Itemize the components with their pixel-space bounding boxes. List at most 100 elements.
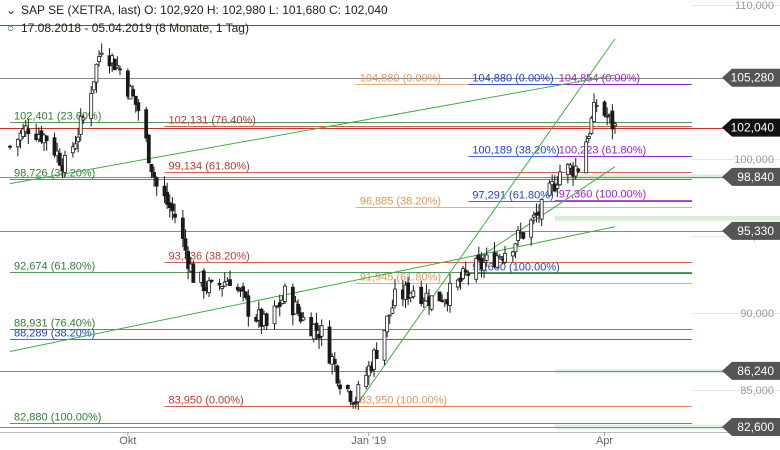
fib-level-label: 102,401 (23.60%): [14, 111, 101, 123]
candle-body: [466, 273, 471, 276]
candle-body: [406, 282, 410, 299]
price-tick-label: 85,000: [740, 385, 774, 397]
fib-level-label: 104,880 (0.00%): [360, 73, 441, 85]
candle-body: [144, 109, 149, 139]
candle-body: [437, 291, 442, 302]
price-tag-label: 102,040: [731, 121, 775, 135]
candle-body: [136, 102, 141, 112]
candle-body: [338, 384, 342, 390]
candle-body: [115, 64, 120, 68]
time-axis: Okt Jan '19 Apr: [0, 432, 780, 447]
price-tag: [722, 167, 780, 186]
price-tag: [722, 417, 780, 436]
price-tag: [722, 118, 780, 137]
expand-chevron-icon[interactable]: ⌄: [6, 3, 17, 17]
price-tag-label: 95,330: [737, 224, 774, 238]
candle-body: [170, 203, 175, 212]
fib-level-label: 97,360 (100.00%): [559, 189, 646, 201]
trendlines: [9, 38, 616, 407]
price-tag: [722, 221, 780, 240]
candle-body: [482, 261, 486, 271]
candle-body: [348, 390, 353, 402]
candle-body: [387, 314, 392, 317]
chart-header-range: ○ 17.08.2018 - 05.04.2019 (8 Monate, 1 Ta…: [6, 21, 249, 35]
candle-body: [555, 184, 560, 189]
candle-body: [605, 115, 610, 118]
candle-body: [314, 322, 319, 331]
candle-body: [594, 104, 599, 107]
fib-level-label: 83,950 (0.00%): [169, 395, 244, 407]
chart-header-ohlc: ⌄ SAP SE (XETRA, last) O: 102,920 H: 102,…: [6, 3, 388, 17]
fib-level-label: 96,885 (38.20%): [360, 196, 441, 208]
fib-level-label: 102,131 (76.40%): [169, 115, 256, 127]
trendline: [355, 38, 616, 407]
candle-body: [592, 101, 596, 122]
candle-body: [73, 143, 78, 150]
candle-body: [461, 268, 465, 279]
candle-body: [277, 302, 282, 307]
candle-body: [8, 145, 12, 148]
candle-body: [154, 177, 159, 187]
candle-body: [372, 349, 376, 370]
candle-body: [228, 279, 232, 287]
candle-body: [356, 384, 361, 403]
candle-body: [455, 279, 460, 288]
fib-level-label: 92,674 (61.80%): [14, 261, 95, 273]
candle-body: [385, 315, 390, 333]
candle-body: [94, 63, 99, 83]
candle-body: [91, 81, 96, 91]
candle-body: [602, 101, 607, 116]
candle-body: [474, 258, 479, 280]
candle-body: [21, 128, 25, 137]
candle-body: [209, 279, 214, 282]
candle-body: [162, 185, 167, 197]
candle-body: [186, 250, 190, 269]
candle-body: [99, 52, 104, 55]
candle-body: [353, 401, 358, 404]
candle-body: [63, 154, 67, 173]
candle-body: [529, 219, 534, 238]
price-tag-label: 98,840: [737, 170, 774, 184]
candle-body: [458, 277, 463, 282]
candle-body: [584, 141, 589, 174]
candle-body: [246, 295, 251, 317]
range-circle-icon[interactable]: ○: [6, 21, 15, 35]
date-range-label: 17.08.2018 - 05.04.2019 (8 Monate, 1 Tag…: [21, 21, 249, 35]
time-tick-label: Okt: [119, 435, 136, 447]
fib-level-label: 83,950 (100.00%): [360, 395, 447, 407]
fib-level-label: 88,289 (38.20%): [14, 328, 95, 340]
candle-body: [173, 213, 177, 218]
candle-body: [419, 286, 424, 305]
candle-body: [217, 282, 222, 286]
candle-body: [393, 288, 397, 307]
horizontal-levels: [0, 25, 780, 428]
candle-body: [125, 70, 130, 97]
candle-body: [364, 374, 369, 387]
fib-level-label: 93,336 (38.20%): [169, 251, 250, 263]
fib-level-label: 100,189 (38.20%): [472, 145, 559, 157]
candle-body: [495, 255, 500, 268]
candle-body: [201, 270, 206, 292]
fib-level-label: 91,945 (61.80%): [360, 272, 441, 284]
candle-body: [390, 307, 395, 314]
candle-body: [149, 163, 154, 172]
candle-body: [345, 384, 350, 390]
fib-level-label: 97,291 (61.80%): [472, 190, 553, 202]
candle-body: [497, 255, 502, 259]
candle-body: [550, 181, 555, 186]
price-tag: [722, 68, 780, 87]
support-zone: [555, 174, 780, 180]
candle-body: [78, 115, 83, 135]
candle-body: [290, 286, 295, 316]
candle-body: [191, 263, 196, 283]
candle-body: [382, 329, 387, 361]
price-tick-label: 90,000: [740, 308, 774, 320]
candle-body: [44, 135, 49, 142]
fib-level-label: 82,880 (100.00%): [14, 412, 101, 424]
candle-body: [448, 282, 452, 306]
candle-body: [207, 280, 211, 294]
candle-body: [463, 269, 468, 273]
candles: [8, 43, 617, 410]
candle-body: [15, 138, 20, 148]
